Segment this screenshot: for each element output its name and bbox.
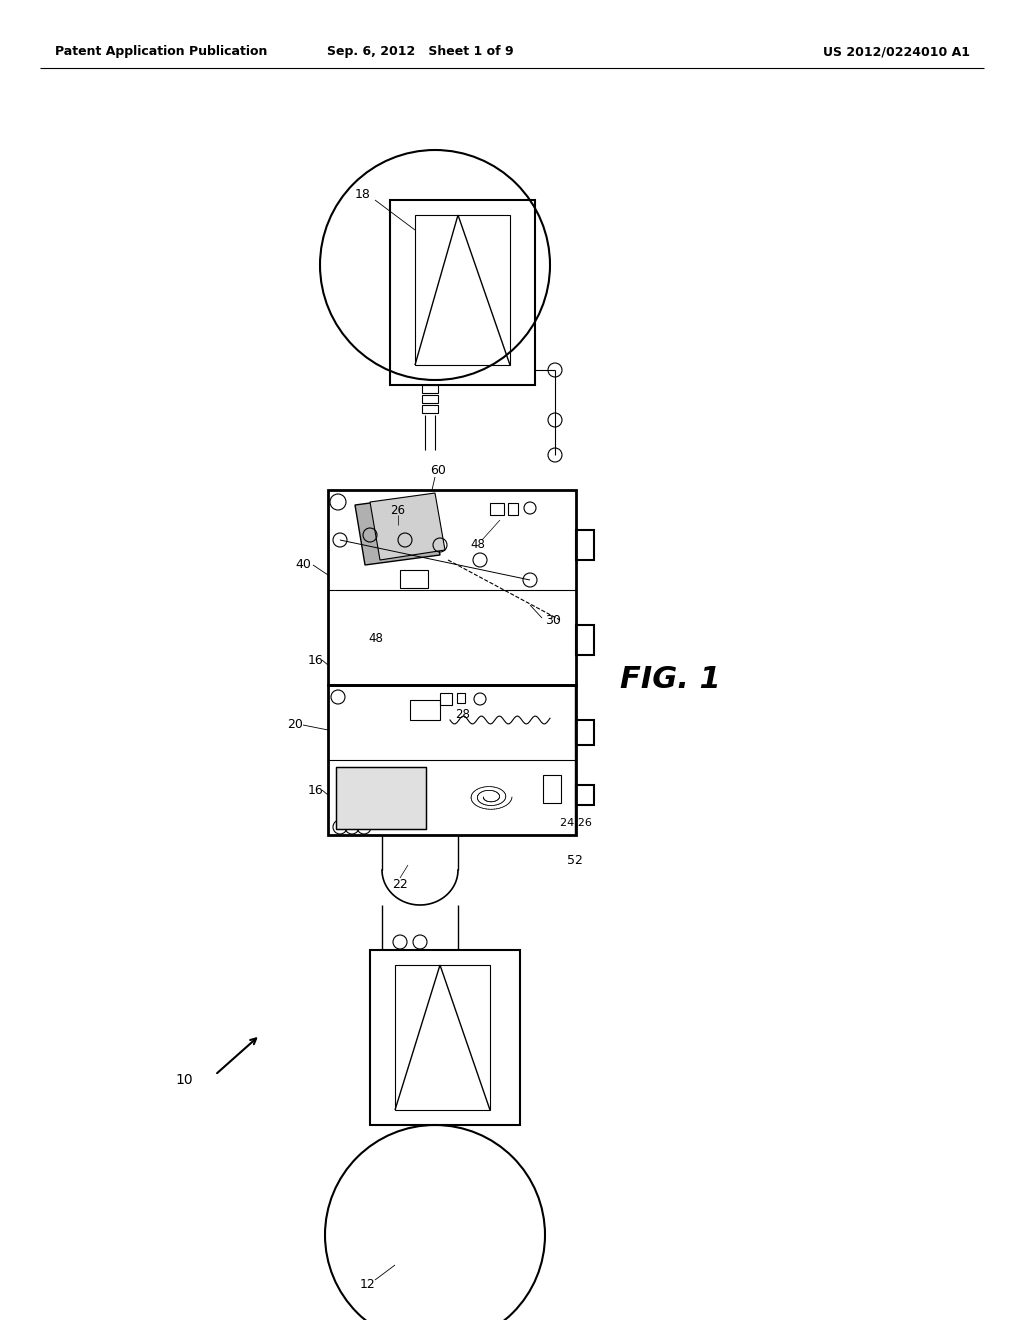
Bar [575, 531, 594, 560]
Bar [328, 490, 575, 685]
Text: 30: 30 [545, 614, 561, 627]
Text: Sep. 6, 2012   Sheet 1 of 9: Sep. 6, 2012 Sheet 1 of 9 [327, 45, 513, 58]
Bar [400, 570, 428, 587]
Text: 26: 26 [390, 503, 406, 516]
Bar [575, 785, 594, 805]
Bar [336, 767, 426, 829]
Text: 60: 60 [430, 463, 445, 477]
Text: 12: 12 [360, 1279, 376, 1291]
Text: FIG. 1: FIG. 1 [620, 665, 721, 694]
Bar [422, 405, 438, 413]
Text: 16: 16 [308, 653, 324, 667]
Bar [395, 965, 490, 1110]
Bar [328, 685, 575, 836]
Text: 52: 52 [567, 854, 583, 866]
Bar [543, 775, 561, 803]
Text: 48: 48 [368, 631, 383, 644]
Bar [422, 395, 438, 403]
Bar [440, 693, 452, 705]
Text: Patent Application Publication: Patent Application Publication [55, 45, 267, 58]
Polygon shape [355, 495, 440, 565]
Bar [422, 385, 438, 393]
Text: 20: 20 [287, 718, 303, 731]
Text: US 2012/0224010 A1: US 2012/0224010 A1 [823, 45, 970, 58]
Bar [390, 201, 535, 385]
Text: 24 26: 24 26 [560, 818, 592, 828]
Bar [575, 719, 594, 744]
Polygon shape [370, 492, 445, 560]
Text: 28: 28 [455, 709, 470, 722]
Bar [410, 700, 440, 719]
Text: 22: 22 [392, 879, 408, 891]
Bar [508, 503, 518, 515]
Text: 48: 48 [470, 539, 485, 552]
Text: 16: 16 [308, 784, 324, 796]
Bar [336, 767, 426, 829]
Bar [575, 624, 594, 655]
Bar [415, 215, 510, 366]
Bar [490, 503, 504, 515]
Bar [370, 950, 520, 1125]
Text: 10: 10 [175, 1073, 193, 1086]
Bar [457, 693, 465, 704]
Text: 18: 18 [355, 189, 371, 202]
Text: 40: 40 [295, 558, 311, 572]
